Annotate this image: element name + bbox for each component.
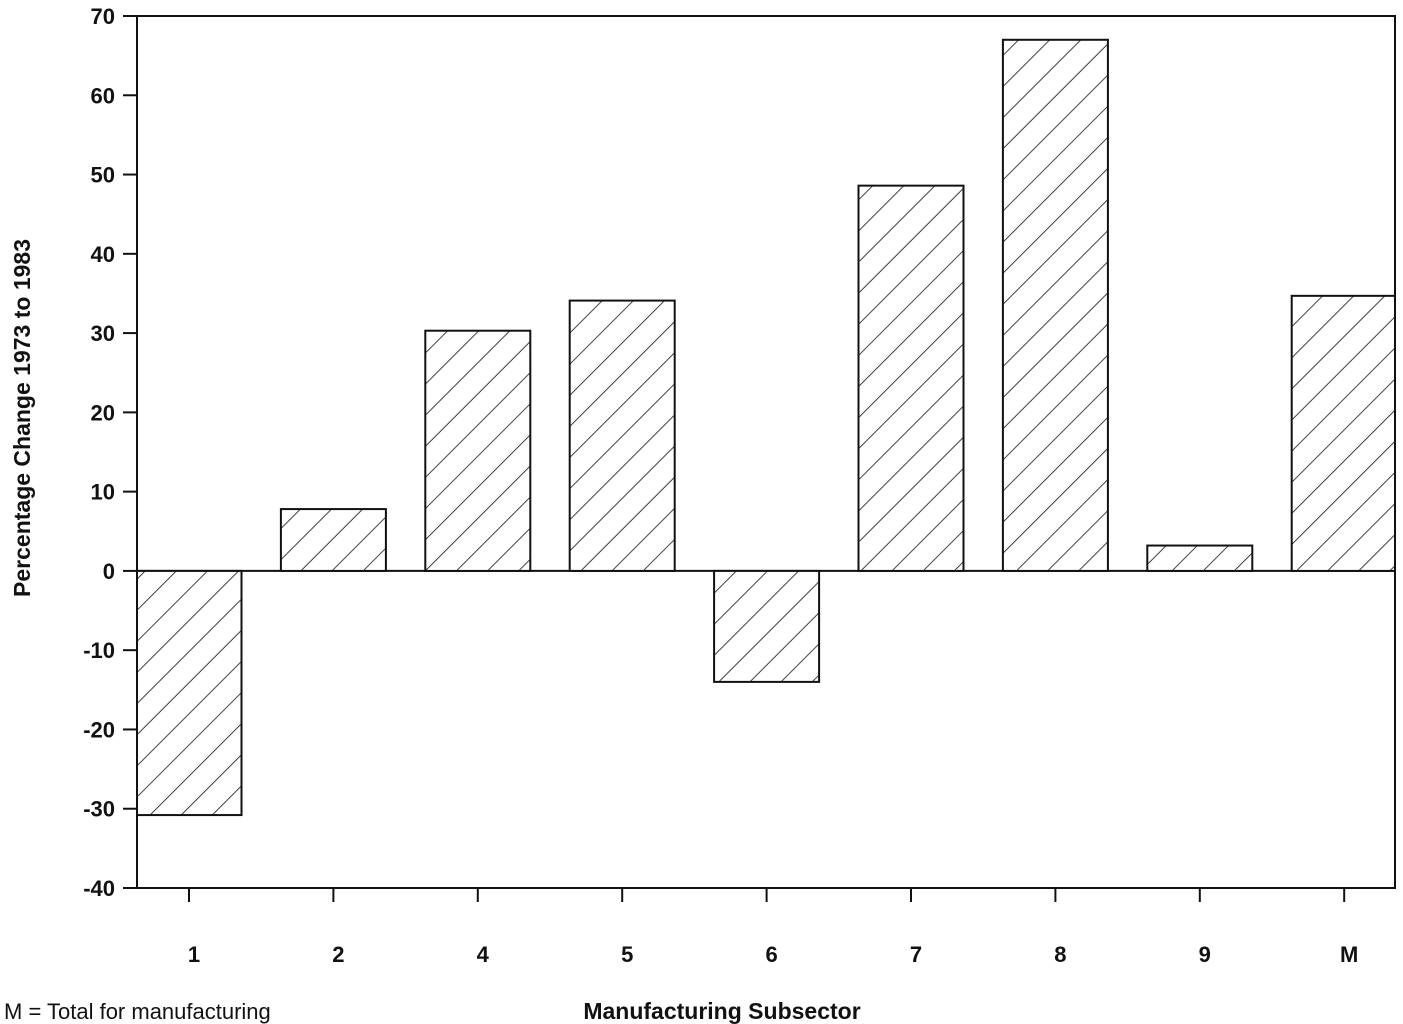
- footnote: M = Total for manufacturing: [4, 999, 271, 1024]
- bar-hatch: [1001, 38, 1109, 572]
- bar-hatch: [279, 508, 387, 572]
- bar-5: [568, 299, 676, 572]
- bars: [136, 38, 1396, 817]
- x-tick-label: 2: [332, 942, 344, 967]
- bar-1: [136, 569, 243, 817]
- x-tick-label: M: [1340, 942, 1358, 967]
- bar-8: [1001, 38, 1109, 572]
- bar-hatch: [424, 329, 532, 572]
- bar-2: [279, 508, 387, 572]
- plot-area: [136, 15, 1396, 889]
- bar-6: [713, 569, 821, 683]
- x-tick-label: 9: [1199, 942, 1211, 967]
- y-axis-ticks: 70 60 50 40 30 20 10 0 -10 -20 -30 -40: [83, 4, 137, 901]
- y-tick-label: 0: [103, 559, 115, 584]
- x-tick-label: 6: [765, 942, 777, 967]
- y-tick-label: -30: [83, 797, 115, 822]
- x-tick-label: 4: [477, 942, 490, 967]
- bar-hatch: [1146, 544, 1254, 572]
- x-tick-label: 5: [621, 942, 633, 967]
- x-tick-label: 1: [188, 942, 200, 967]
- y-axis-title: Percentage Change 1973 to 1983: [9, 239, 35, 597]
- y-tick-label: 10: [91, 480, 115, 505]
- bar-9: [1146, 544, 1254, 572]
- bar-7: [857, 184, 965, 572]
- x-axis-ticks: 1 2 4 5 6 7 8 9 M: [188, 888, 1358, 967]
- y-tick-label: -20: [83, 717, 115, 742]
- y-tick-label: 50: [91, 163, 115, 188]
- bar-hatch: [713, 569, 821, 683]
- bar-hatch: [136, 569, 243, 817]
- y-tick-label: 30: [91, 321, 115, 346]
- y-tick-label: 60: [91, 83, 115, 108]
- y-tick-label: 70: [91, 4, 115, 29]
- bar-hatch: [568, 299, 676, 572]
- bar-M: [1290, 294, 1396, 572]
- bar-4: [424, 329, 532, 572]
- x-tick-label: 8: [1054, 942, 1066, 967]
- x-tick-label: 7: [910, 942, 922, 967]
- x-axis-title: Manufacturing Subsector: [583, 998, 860, 1024]
- bar-hatch: [857, 184, 965, 572]
- y-tick-label: 40: [91, 242, 115, 267]
- y-tick-label: -40: [83, 876, 115, 901]
- y-tick-label: 20: [91, 400, 115, 425]
- bar-hatch: [1290, 294, 1396, 572]
- y-tick-label: -10: [83, 638, 115, 663]
